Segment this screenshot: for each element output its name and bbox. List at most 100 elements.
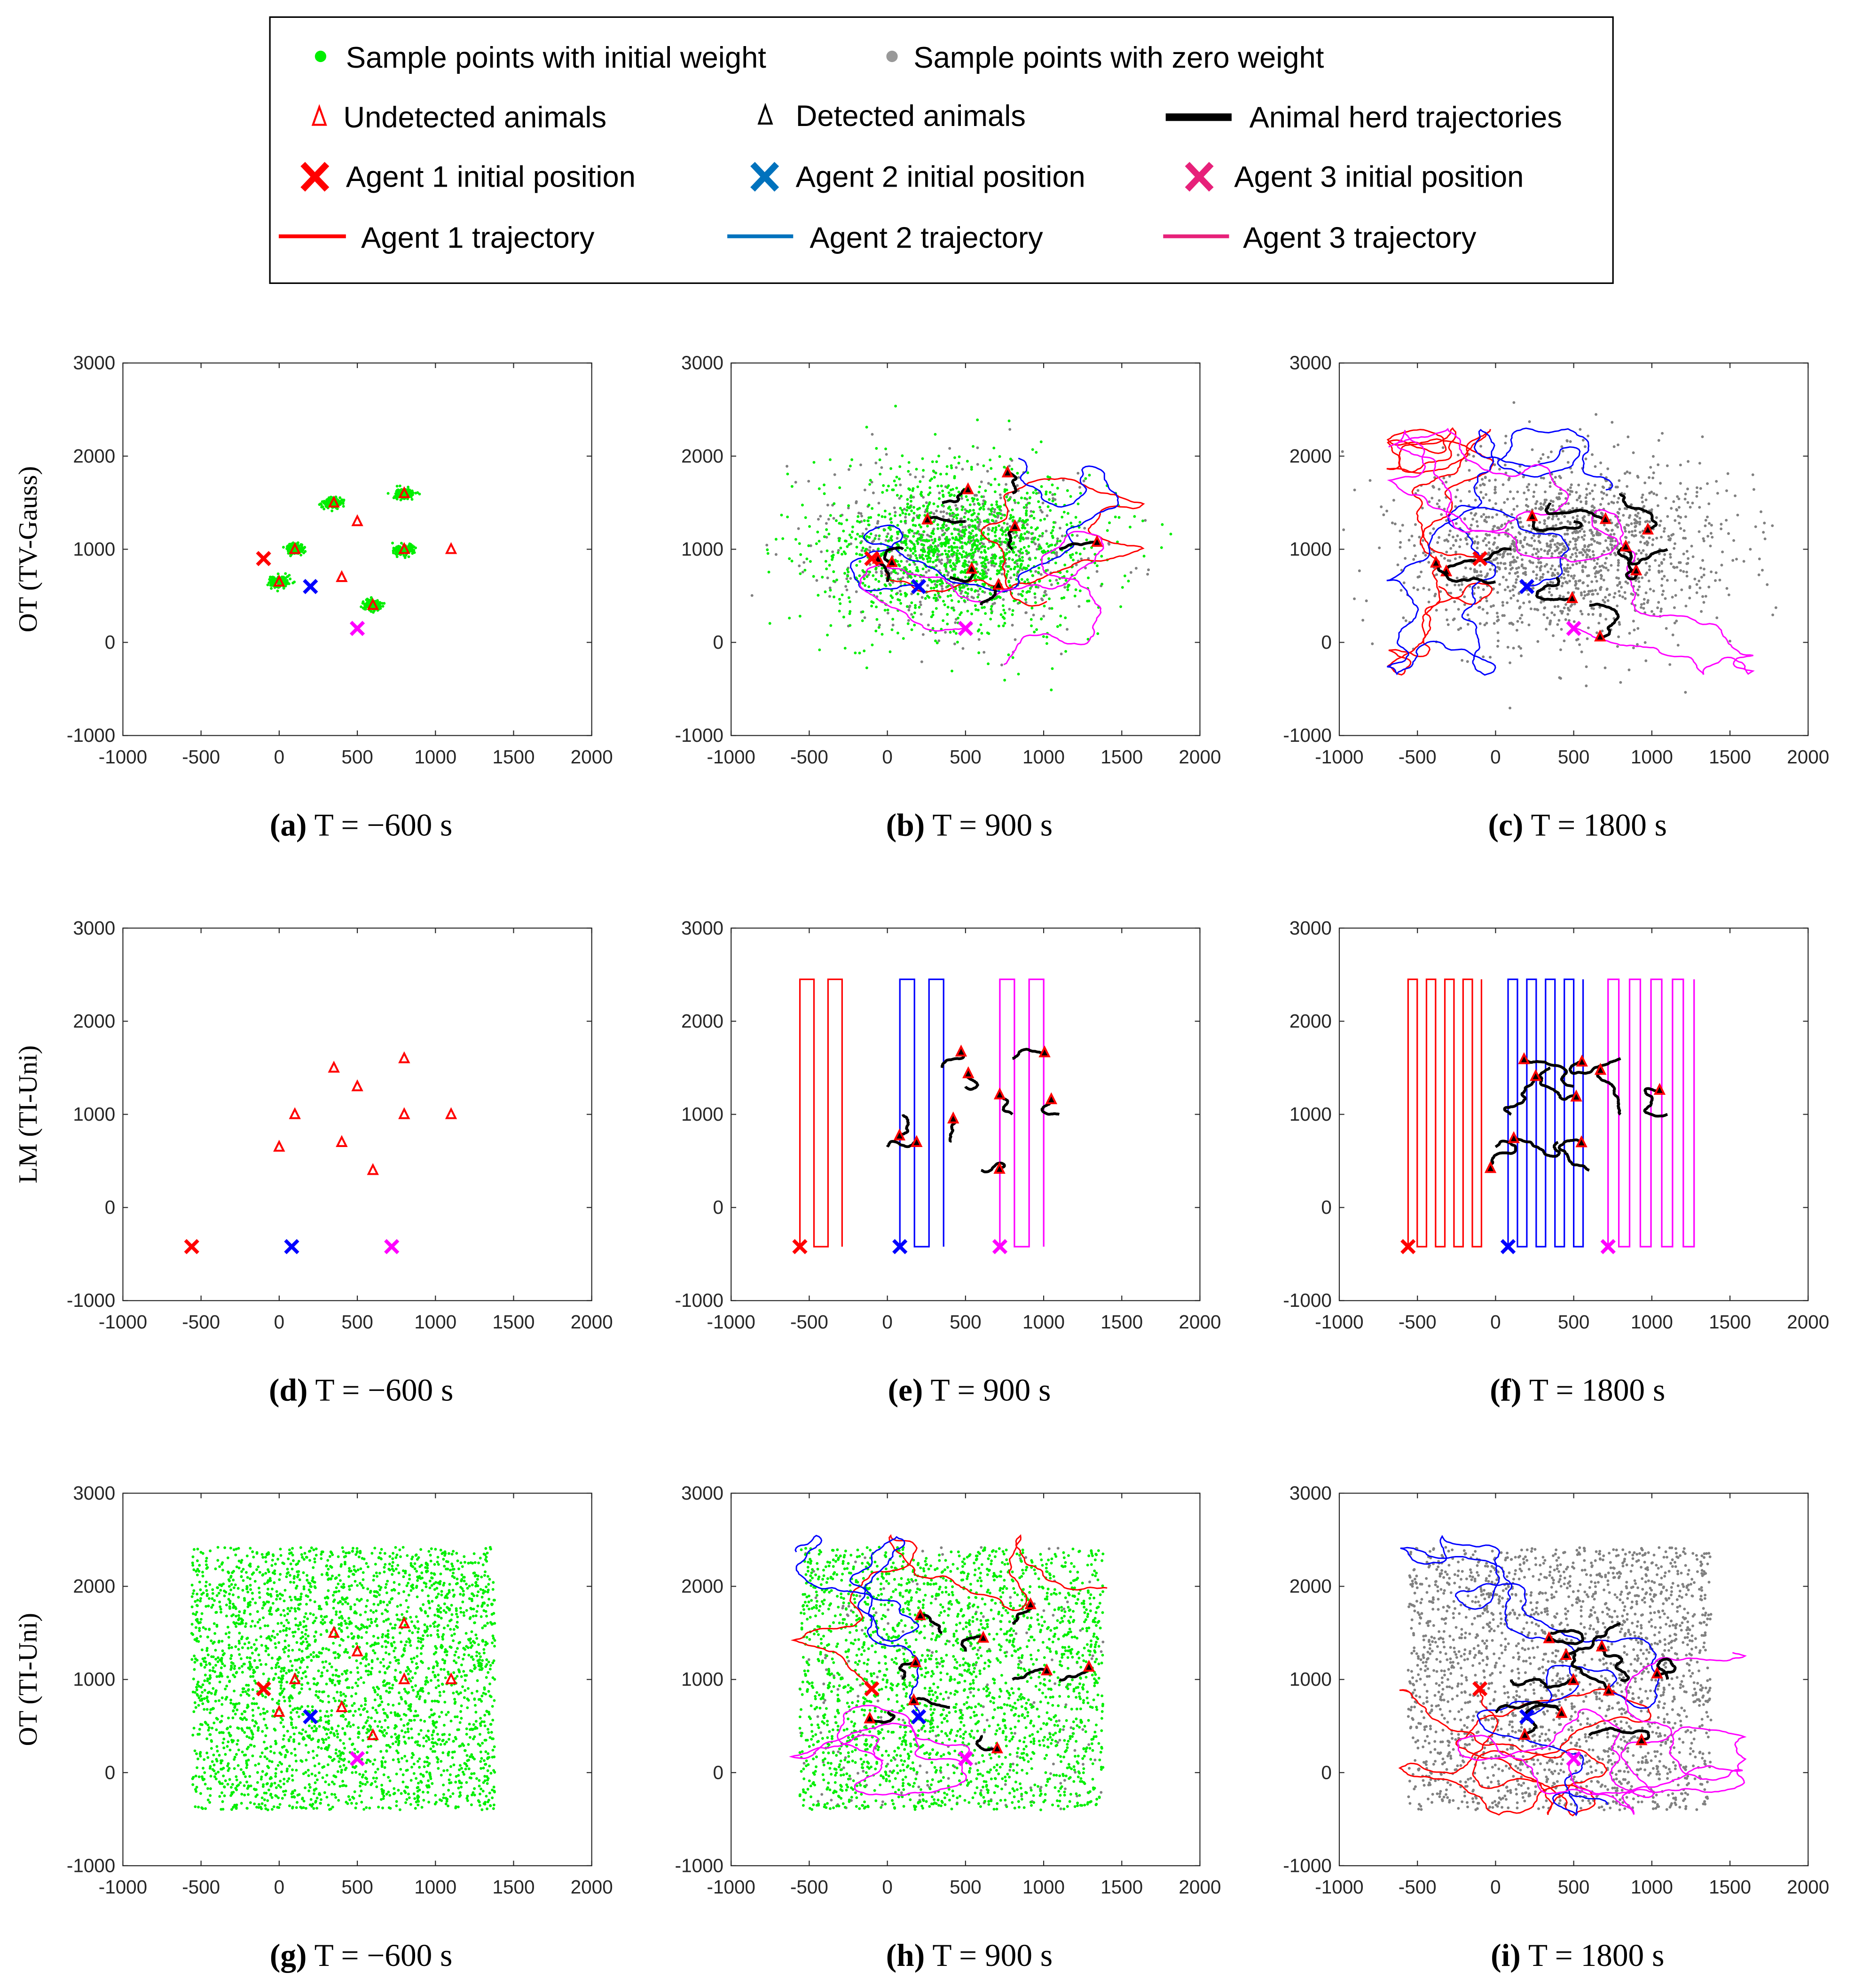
initial-weight-sample-point [875, 618, 879, 621]
zero-weight-sample-point [1514, 581, 1517, 584]
initial-weight-sample-point [273, 586, 276, 589]
zero-weight-sample-point [1489, 656, 1492, 659]
subplot-caption-label: (c) [1488, 808, 1524, 843]
zero-weight-sample-point [1501, 601, 1504, 604]
initial-weight-sample-point [953, 546, 957, 549]
initial-weight-sample-point [798, 614, 802, 618]
agent-3-trajectory [999, 978, 1045, 1248]
animal-herd-trajectory [1535, 576, 1572, 601]
initial-weight-sample-point [1025, 509, 1028, 512]
zero-weight-sample-point [1561, 581, 1564, 585]
zero-weight-sample-point [1574, 580, 1577, 583]
zero-weight-sample-point [1616, 547, 1619, 550]
initial-weight-sample-point [1052, 526, 1055, 529]
initial-weight-sample-point [1022, 546, 1026, 549]
zero-weight-sample-point [1452, 618, 1455, 621]
zero-weight-sample-point [1401, 524, 1404, 527]
zero-weight-sample-point [860, 549, 864, 552]
initial-weight-sample-point [1068, 584, 1071, 587]
zero-weight-sample-point [976, 446, 979, 449]
initial-weight-sample-point [1045, 642, 1048, 645]
zero-weight-sample-point [1564, 547, 1567, 550]
zero-weight-sample-point [1506, 528, 1509, 531]
zero-weight-sample-point [1637, 549, 1641, 552]
initial-weight-sample-point [863, 519, 866, 522]
zero-weight-sample-point [1549, 508, 1552, 511]
zero-weight-sample-point [1686, 562, 1690, 565]
zero-weight-sample-point [940, 562, 943, 565]
zero-weight-sample-point [1644, 561, 1648, 565]
initial-weight-sample-point [846, 545, 849, 548]
zero-weight-sample-point [847, 468, 850, 471]
zero-weight-sample-point [1612, 501, 1615, 504]
zero-weight-sample-point [1583, 594, 1587, 597]
initial-weight-sample-point [906, 503, 909, 506]
zero-weight-sample-point [1566, 563, 1569, 566]
zero-weight-sample-point [951, 518, 954, 521]
x-tick-label: 1500 [1709, 746, 1751, 768]
initial-weight-sample-point [847, 504, 850, 507]
zero-weight-sample-point [1610, 537, 1613, 540]
zero-weight-sample-point [1684, 515, 1687, 519]
initial-weight-sample-point [1017, 501, 1020, 504]
initial-weight-sample-point [914, 604, 917, 607]
zero-weight-sample-point [867, 573, 870, 576]
zero-weight-sample-point [1542, 613, 1546, 616]
initial-weight-sample-point [798, 542, 801, 545]
initial-weight-sample-point [1033, 630, 1036, 634]
initial-weight-sample-point [918, 523, 921, 526]
zero-weight-sample-point [1602, 492, 1605, 495]
zero-weight-sample-point [1532, 587, 1535, 590]
zero-weight-sample-point [1684, 492, 1687, 495]
zero-weight-sample-point [1555, 587, 1558, 590]
initial-weight-sample-point [305, 1628, 308, 1632]
zero-weight-sample-point [880, 466, 883, 469]
initial-weight-sample-point [970, 588, 973, 591]
initial-weight-sample-point [472, 1723, 475, 1726]
zero-weight-sample-point [1463, 595, 1466, 598]
zero-weight-sample-point [1682, 552, 1685, 556]
zero-weight-sample-point [1598, 565, 1602, 568]
initial-weight-sample-point [843, 646, 847, 650]
initial-weight-sample-point [932, 586, 935, 589]
zero-weight-sample-point [1534, 502, 1538, 505]
zero-weight-sample-point [1605, 527, 1608, 531]
initial-weight-sample-point [786, 515, 789, 519]
detected-animal-marker [1575, 1135, 1588, 1147]
zero-weight-sample-point [1556, 605, 1560, 608]
initial-weight-sample-point [914, 554, 917, 557]
initial-weight-sample-point [891, 488, 894, 491]
initial-weight-sample-point [289, 577, 292, 581]
zero-weight-sample-point [1557, 492, 1561, 495]
zero-weight-sample-point [1432, 527, 1435, 530]
zero-weight-sample-point [1540, 601, 1543, 604]
initial-weight-sample-point [1009, 457, 1012, 461]
initial-weight-sample-point [900, 560, 903, 563]
zero-weight-sample-point [1037, 491, 1040, 495]
zero-weight-sample-point [1689, 505, 1692, 509]
initial-weight-sample-point [906, 546, 909, 550]
zero-weight-sample-point [877, 502, 880, 505]
zero-weight-sample-point [1553, 543, 1556, 546]
initial-weight-sample-point [880, 515, 884, 518]
zero-weight-sample-point [1700, 575, 1703, 579]
subplot-caption-label: (f) [1490, 1373, 1521, 1408]
x-tick-label: 500 [341, 746, 373, 768]
zero-weight-sample-point [947, 571, 950, 574]
zero-weight-sample-point [1440, 513, 1443, 516]
undetected-animal-marker [398, 486, 410, 498]
initial-weight-sample-point [889, 467, 893, 470]
zero-weight-sample-point [1556, 623, 1559, 626]
initial-weight-sample-point [912, 615, 915, 619]
initial-weight-sample-point [945, 465, 949, 468]
zero-weight-sample-point [1643, 505, 1646, 508]
subplot-caption-text: T = −600 s [314, 808, 453, 843]
zero-weight-sample-point [1752, 488, 1755, 491]
zero-weight-sample-point [1577, 536, 1580, 539]
zero-weight-sample-point [1638, 531, 1642, 534]
undetected-animal-marker [336, 570, 348, 582]
zero-weight-sample-point [993, 511, 996, 514]
x-tick-label: 1000 [1022, 1311, 1065, 1333]
initial-weight-sample-point [1034, 601, 1037, 604]
initial-weight-sample-point [391, 542, 394, 545]
